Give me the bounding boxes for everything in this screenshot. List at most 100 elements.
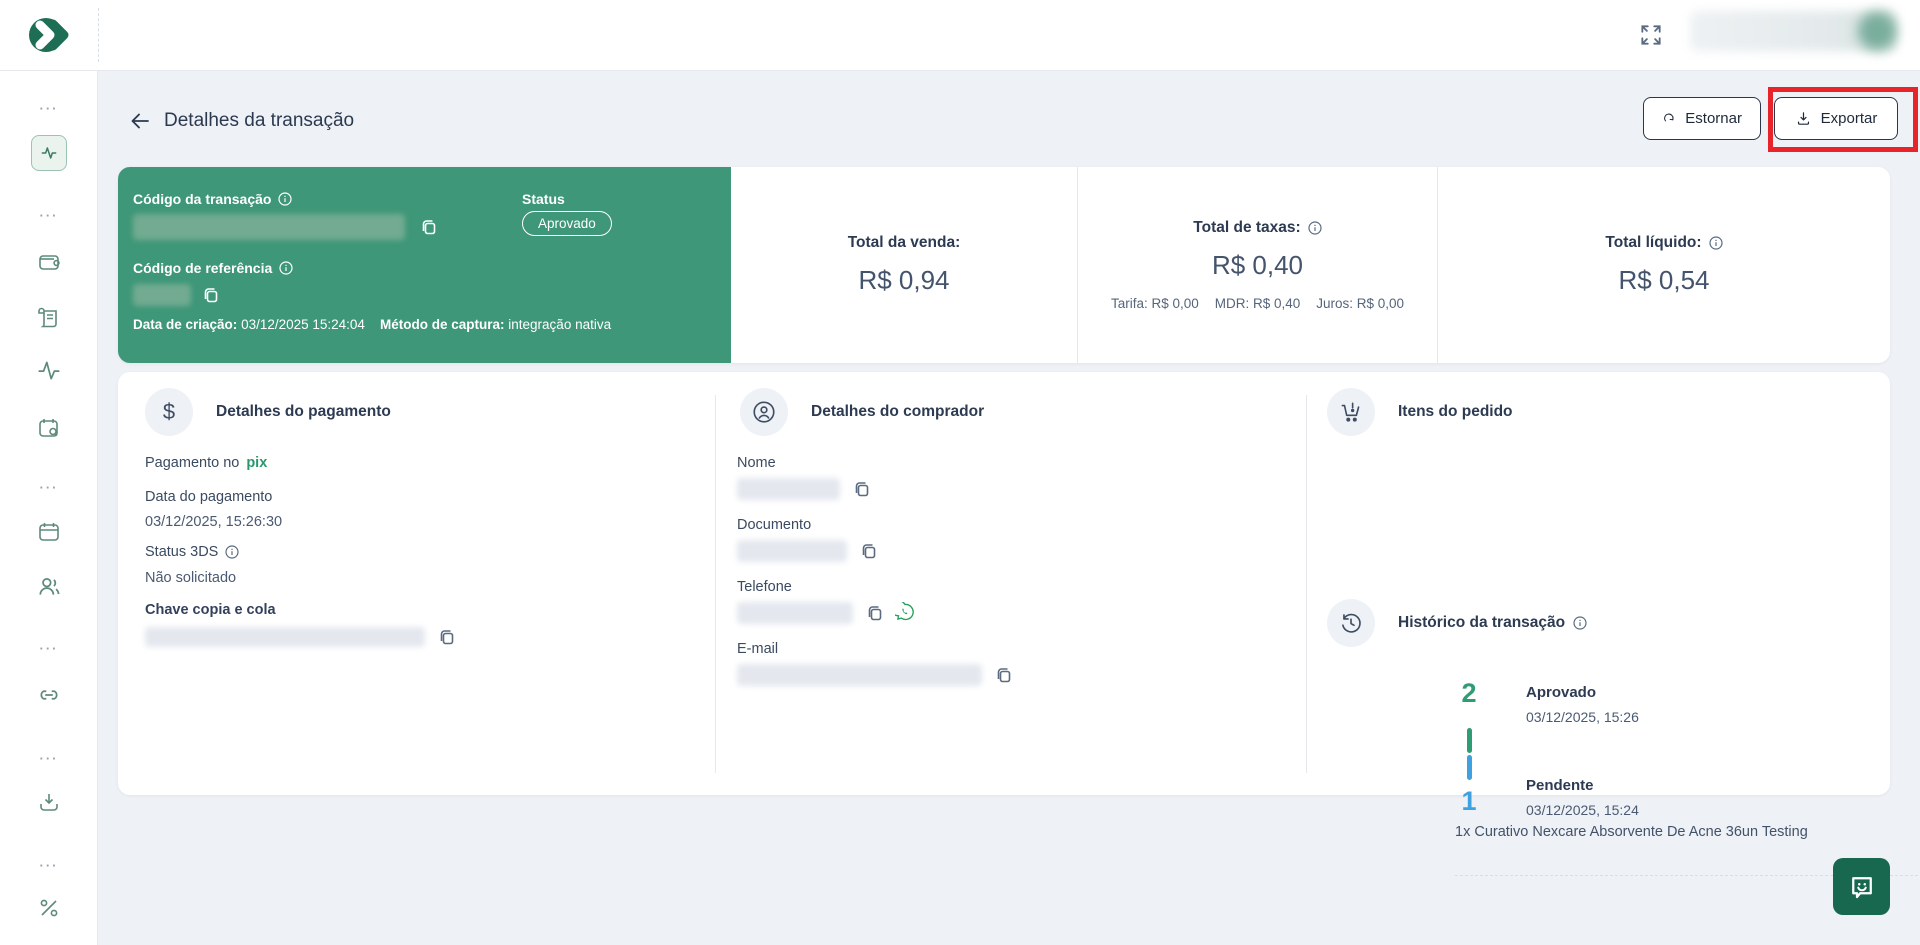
pix-key-value-blurred: [145, 627, 425, 647]
buyer-email-value-blurred: [737, 664, 982, 686]
pulse-icon: [38, 361, 60, 380]
receipt-scroll-icon: [38, 307, 57, 328]
sidebar-item-activity-selected[interactable]: [0, 135, 98, 171]
buyer-document-label: Documento: [737, 517, 812, 533]
timeline-connector-blue: [1467, 755, 1472, 780]
history-step-2: 2: [1461, 678, 1477, 708]
copy-icon[interactable]: [202, 286, 220, 304]
person-icon: [740, 388, 788, 436]
history-title: Histórico da transação: [1398, 614, 1587, 632]
history-date-aprovado: 03/12/2025, 15:26: [1526, 709, 1639, 725]
order-item-description: 1x Curativo Nexcare Absorvente De Acne 3…: [1455, 824, 1808, 840]
exportar-label: Exportar: [1820, 110, 1878, 127]
total-fees-label: Total de taxas:: [1193, 219, 1322, 237]
sidebar-item-wallet[interactable]: [0, 245, 98, 279]
brand-logo-icon[interactable]: [26, 10, 76, 60]
sidebar: ··· ··· ···: [0, 71, 98, 945]
cart-icon: [1327, 388, 1375, 436]
history-header: Histórico da transação: [1327, 599, 1587, 647]
calendar-icon: [39, 523, 59, 541]
total-fees-column: Total de taxas: R$ 0,40 Tarifa: R$ 0,00 …: [1077, 167, 1437, 363]
sidebar-item-receipts[interactable]: [0, 301, 98, 335]
copy-icon[interactable]: [860, 542, 878, 560]
payment-method: Pagamento no pix: [145, 455, 268, 471]
copy-icon[interactable]: [995, 666, 1013, 684]
info-icon[interactable]: [1708, 236, 1723, 250]
user-menu[interactable]: [1688, 9, 1898, 53]
whatsapp-icon[interactable]: [895, 602, 915, 622]
download-tray-icon: [40, 794, 58, 811]
percent-icon: [40, 899, 58, 917]
calendar-search-icon: [39, 419, 58, 437]
history-step-1: 1: [1461, 786, 1477, 816]
pix-label: pix: [246, 455, 268, 471]
buyer-name-label: Nome: [737, 455, 776, 471]
sidebar-item-link[interactable]: [0, 678, 98, 712]
topbar: [0, 0, 1920, 71]
buyer-phone-label: Telefone: [737, 579, 792, 595]
total-sale-column: Total da venda: R$ 0,94: [731, 167, 1077, 363]
order-item-row: 1x Curativo Nexcare Absorvente De Acne 3…: [1455, 824, 1920, 840]
buyer-details-header: Detalhes do comprador: [740, 388, 984, 436]
transaction-code-value-blurred: [133, 214, 405, 240]
payment-details-title: Detalhes do pagamento: [216, 403, 391, 420]
back-arrow-icon[interactable]: [128, 109, 152, 133]
status-3ds-value: Não solicitado: [145, 570, 237, 586]
buyer-name-value-blurred: [737, 478, 840, 500]
fullscreen-expand-icon[interactable]: [1638, 22, 1664, 48]
column-divider: [715, 395, 716, 773]
buyer-details-title: Detalhes do comprador: [811, 403, 985, 420]
estornar-button[interactable]: Estornar: [1643, 97, 1761, 140]
copy-icon[interactable]: [438, 628, 456, 646]
dollar-icon: $: [145, 388, 193, 436]
sidebar-item-ellipsis[interactable]: ···: [39, 479, 59, 495]
exportar-button[interactable]: Exportar: [1774, 97, 1898, 140]
buyer-document-value-blurred: [737, 540, 847, 562]
buyer-email-label: E-mail: [737, 641, 779, 657]
wallet-icon: [39, 255, 60, 270]
info-icon[interactable]: [279, 261, 293, 275]
support-chat-button[interactable]: [1833, 858, 1890, 915]
sidebar-item-calendar-search[interactable]: [0, 411, 98, 445]
sidebar-item-downloads[interactable]: [0, 785, 98, 819]
pix-key-label: Chave copia e cola: [145, 602, 276, 618]
fees-breakdown: Tarifa: R$ 0,00 MDR: R$ 0,40 Juros: R$ 0…: [1110, 296, 1405, 311]
reference-code-value-blurred: [133, 284, 191, 306]
history-status-pendente: Pendente: [1526, 777, 1594, 794]
column-divider: [1306, 395, 1307, 773]
sidebar-item-pulse[interactable]: [0, 353, 98, 387]
copy-icon[interactable]: [420, 218, 438, 236]
transaction-summary-card: Código da transação Status Aprovado Códi…: [118, 167, 1890, 363]
info-icon[interactable]: [225, 545, 239, 559]
sidebar-item-percent[interactable]: [0, 891, 98, 925]
payment-date-label: Data do pagamento: [145, 489, 273, 505]
total-fees-value: R$ 0,40: [1211, 250, 1304, 280]
sidebar-item-ellipsis[interactable]: ···: [39, 857, 59, 873]
order-items-header: Itens do pedido: [1327, 388, 1513, 436]
refund-arrow-icon: [1664, 113, 1674, 122]
sidebar-item-ellipsis[interactable]: ···: [39, 640, 59, 656]
total-sale-label: Total da venda:: [847, 234, 961, 251]
buyer-phone-value-blurred: [737, 602, 853, 624]
sidebar-item-users[interactable]: [0, 570, 98, 604]
history-date-pendente: 03/12/2025, 15:24: [1526, 802, 1639, 818]
sidebar-item-ellipsis[interactable]: ···: [39, 750, 59, 766]
info-icon[interactable]: [278, 192, 293, 206]
topbar-divider: [98, 8, 99, 62]
copy-icon[interactable]: [866, 604, 884, 622]
activity-monitor-icon: [31, 135, 67, 171]
sidebar-item-ellipsis[interactable]: ···: [39, 207, 59, 223]
link-icon: [40, 690, 58, 700]
users-icon: [39, 578, 60, 595]
total-net-column: Total líquido: R$ 0,54: [1437, 167, 1890, 363]
sidebar-item-calendar[interactable]: [0, 515, 98, 549]
payment-date-value: 03/12/2025, 15:26:30: [145, 514, 283, 530]
info-icon[interactable]: [1308, 221, 1322, 235]
copy-icon[interactable]: [853, 480, 871, 498]
creation-date: Data de criação: 03/12/2025 15:24:04: [133, 317, 365, 332]
dashed-divider: [1455, 875, 1920, 876]
info-icon[interactable]: [1573, 616, 1587, 630]
total-net-label: Total líquido:: [1605, 234, 1723, 252]
page-header: Detalhes da transação Estornar Exportar: [98, 71, 1920, 167]
sidebar-item-ellipsis[interactable]: ···: [39, 100, 59, 116]
